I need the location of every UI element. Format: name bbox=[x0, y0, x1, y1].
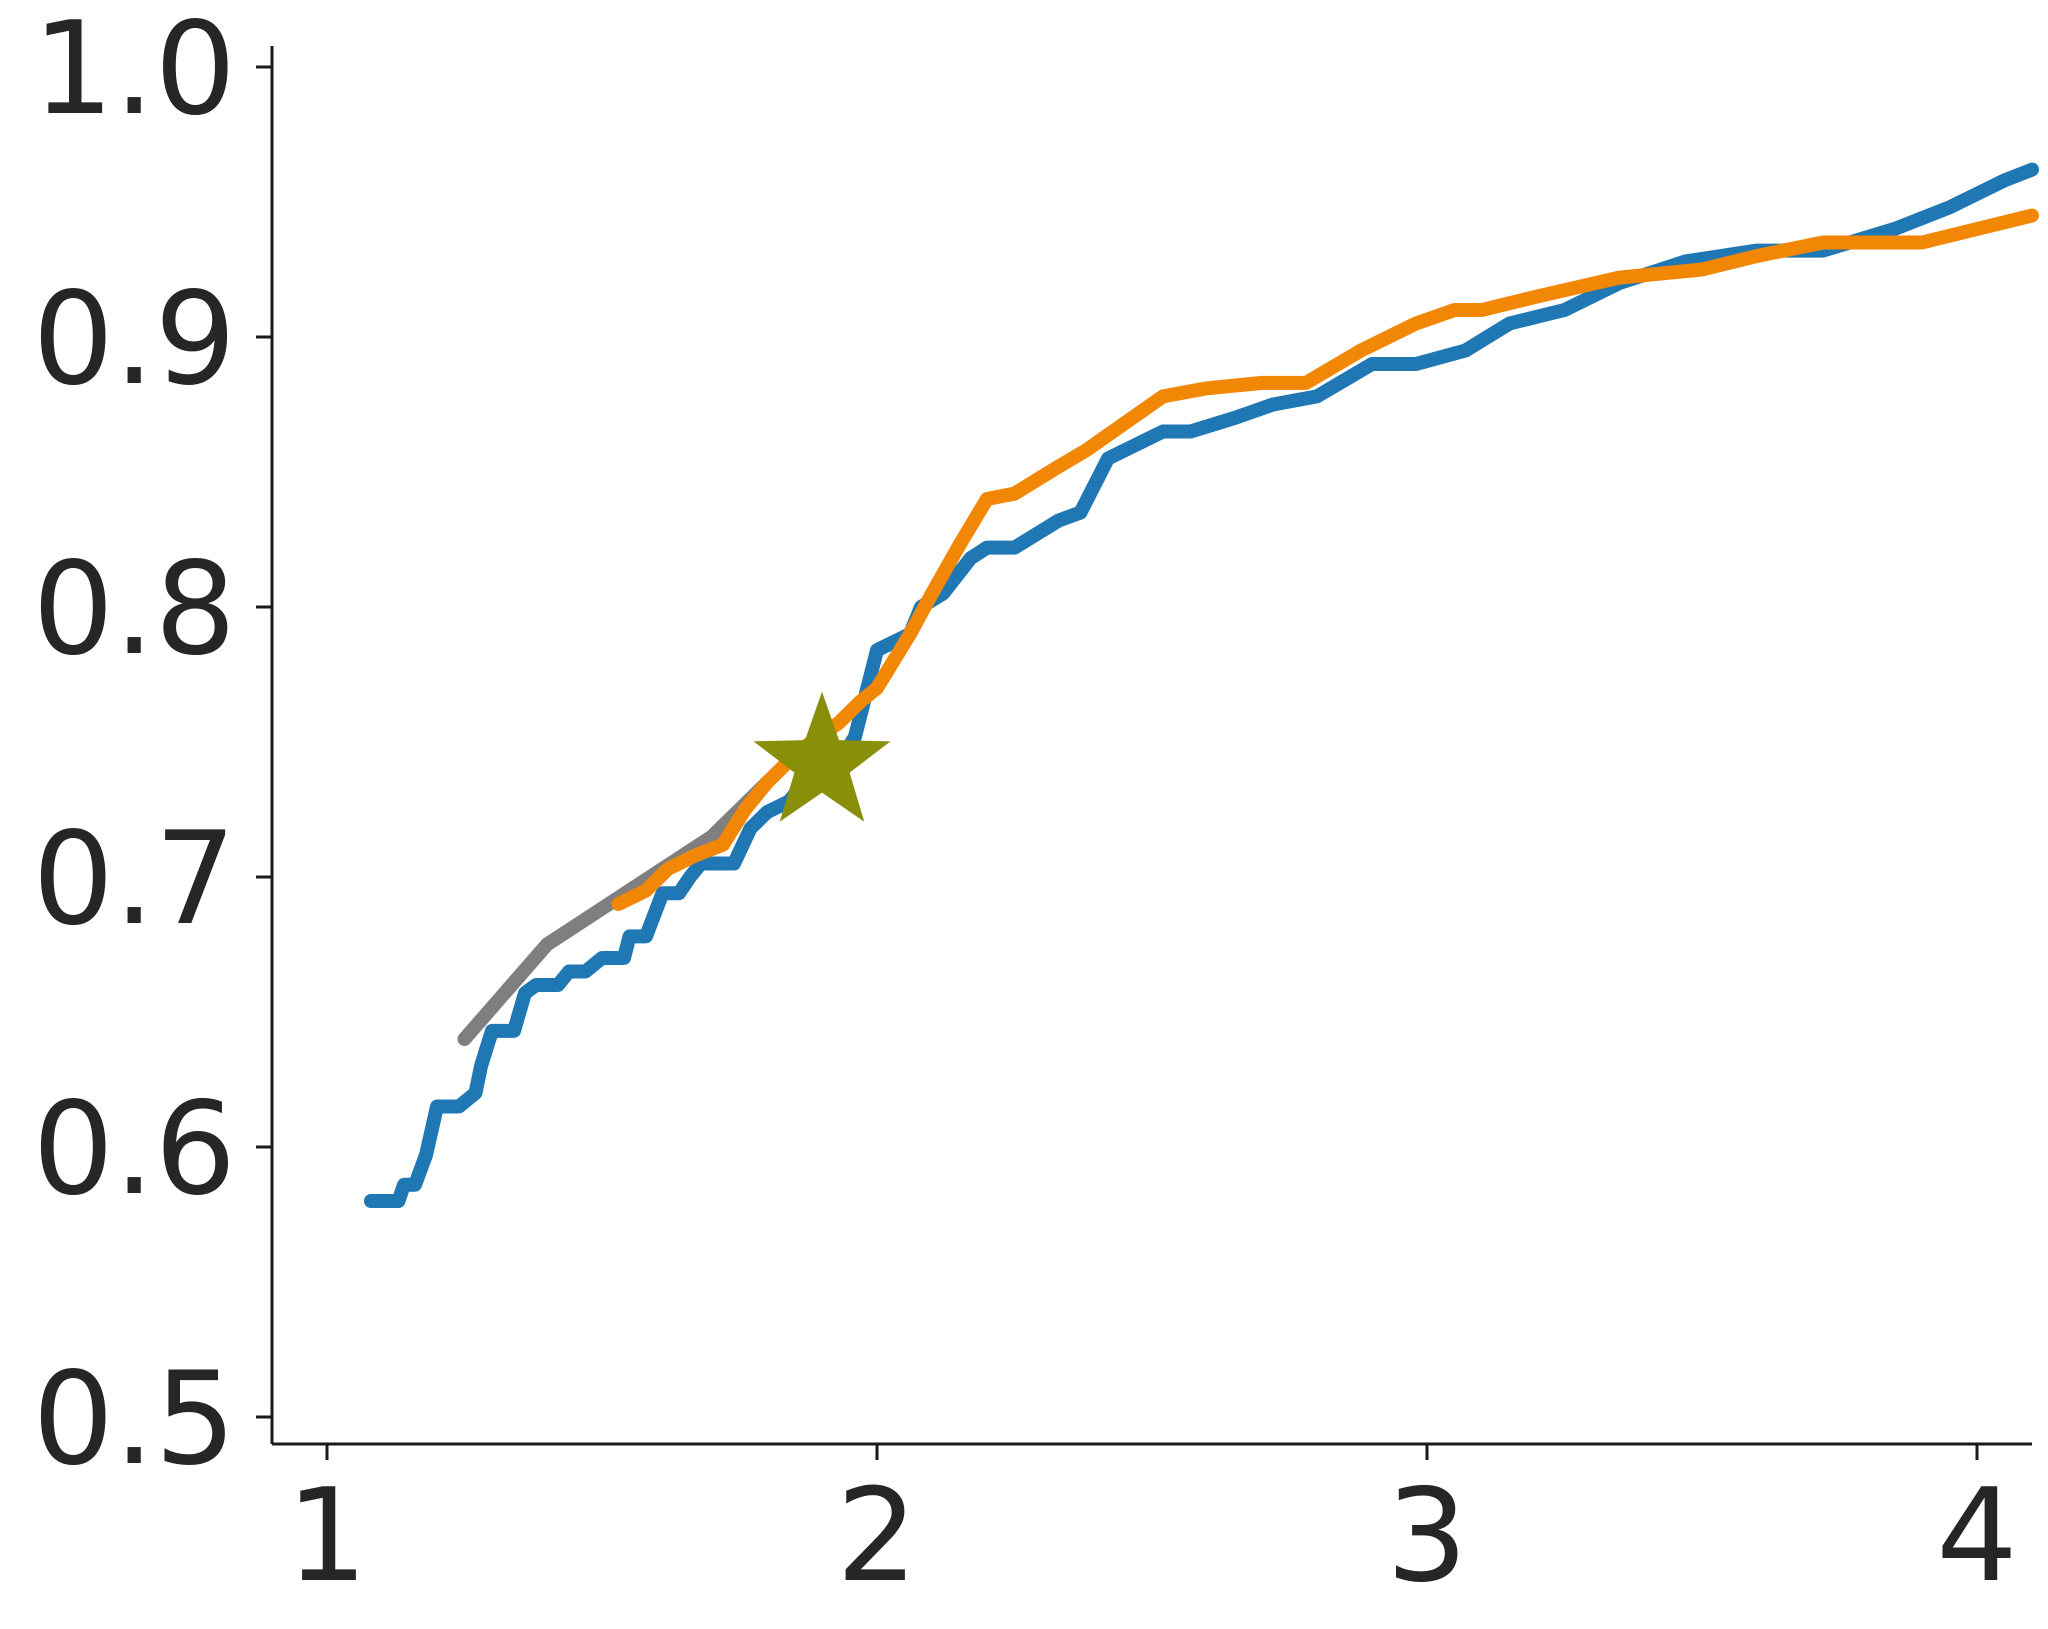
y-tick-label: 0.9 bbox=[32, 265, 236, 414]
y-tick-label: 0.7 bbox=[32, 805, 236, 954]
series-line-2 bbox=[364, 162, 2039, 1208]
y-tick-label: 0.8 bbox=[32, 535, 236, 684]
series-line-1 bbox=[457, 775, 774, 1046]
star-marker bbox=[753, 691, 891, 822]
x-tick-label: 4 bbox=[1936, 1462, 2017, 1611]
x-tick-label: 3 bbox=[1386, 1462, 1467, 1611]
y-tick-label: 1.0 bbox=[32, 0, 236, 144]
x-tick-label: 2 bbox=[836, 1462, 917, 1611]
series-group bbox=[364, 162, 2039, 1208]
marker-group bbox=[753, 691, 891, 822]
y-tick-label: 0.5 bbox=[32, 1345, 236, 1494]
y-tick-label: 0.6 bbox=[32, 1075, 236, 1224]
x-tick-label: 1 bbox=[286, 1462, 367, 1611]
series-line-3 bbox=[611, 208, 2039, 911]
axes: 1 2 3 4 0.5 0.6 0.7 0.8 0.9 1.0 bbox=[32, 0, 2032, 1611]
